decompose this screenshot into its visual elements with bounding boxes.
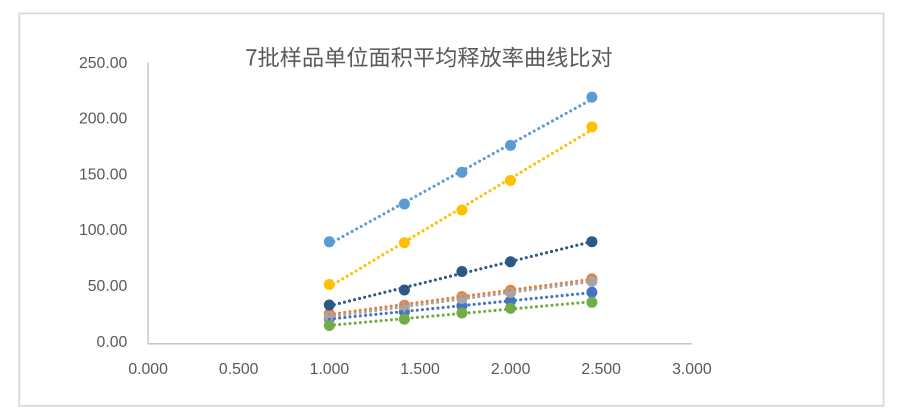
svg-text:100.00: 100.00: [79, 222, 128, 239]
svg-text:3.000: 3.000: [672, 361, 712, 378]
svg-text:250.00: 250.00: [79, 55, 128, 72]
svg-text:150.00: 150.00: [79, 166, 128, 183]
svg-text:0.000: 0.000: [128, 361, 168, 378]
svg-text:0.00: 0.00: [97, 334, 128, 351]
svg-text:2.000: 2.000: [491, 361, 531, 378]
svg-text:50.00: 50.00: [88, 278, 128, 295]
svg-text:2.500: 2.500: [581, 361, 621, 378]
svg-text:1.500: 1.500: [400, 361, 440, 378]
svg-text:1.000: 1.000: [310, 361, 350, 378]
svg-text:0.500: 0.500: [219, 361, 259, 378]
svg-text:200.00: 200.00: [79, 111, 128, 128]
